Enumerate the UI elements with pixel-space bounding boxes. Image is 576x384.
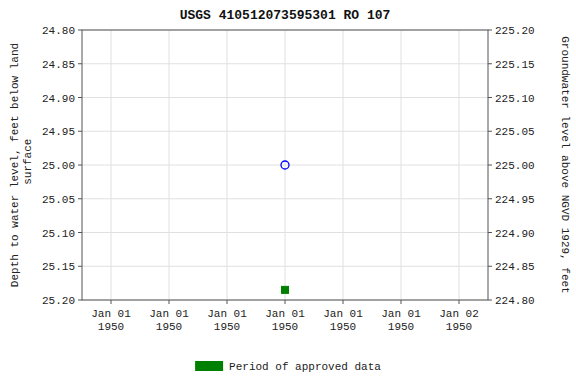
- tick-mark: [78, 198, 82, 199]
- legend: Period of approved data: [195, 361, 381, 373]
- y-axis: 24.80 24.85 24.90 24.95 25.00 25.05 25.10 25.15…: [42, 25, 82, 307]
- tick-mark: [459, 300, 460, 304]
- tick-label: Jan 011950: [381, 308, 421, 333]
- grid-line: [285, 30, 286, 300]
- tick-mark: [488, 165, 492, 166]
- text-line: Jan 01: [323, 308, 363, 320]
- text-line: 1950: [446, 321, 472, 333]
- tick-mark: [227, 300, 228, 304]
- tick-mark: [78, 30, 82, 31]
- point: [281, 161, 289, 169]
- tick-label: Jan 011950: [323, 308, 363, 333]
- tick-mark: [78, 131, 82, 132]
- tick-mark: [488, 131, 492, 132]
- tick-label: 25.05: [42, 194, 75, 206]
- tick-mark: [401, 300, 402, 304]
- tick-mark: [169, 300, 170, 304]
- tick-mark: [78, 232, 82, 233]
- background: [0, 0, 576, 384]
- tick-mark: [343, 300, 344, 304]
- text-line: 1950: [330, 321, 356, 333]
- tick-mark: [488, 232, 492, 233]
- text-line: 1950: [388, 321, 414, 333]
- tick-label: Jan 011950: [265, 308, 305, 333]
- tick-mark: [488, 198, 492, 199]
- grid: [82, 30, 488, 300]
- tick-label: Jan 011950: [91, 308, 131, 333]
- text-line: surface: [22, 139, 34, 192]
- y2-axis: 225.20 225.15 225.10 225.05 225.00 224.95 224.…: [488, 25, 535, 307]
- text-line: Jan 01: [265, 308, 305, 320]
- y-axis-label: Depth to water level, feet below land su…: [9, 43, 34, 287]
- tick-label: 225.00: [495, 160, 535, 172]
- tick-label: 224.90: [495, 228, 535, 240]
- text-line: Jan 02: [439, 308, 479, 320]
- text-line: Groundwater level above NGVD 1929, feet: [559, 36, 571, 293]
- text-line: Depth to water level, feet below land: [9, 43, 21, 287]
- tick-label: 224.85: [495, 261, 535, 273]
- grid-line: [111, 30, 112, 300]
- grid-line: [343, 30, 344, 300]
- tick-label: Jan 021950: [439, 308, 479, 333]
- chart: 24.80 24.85 24.90 24.95 25.00 25.05 25.10 25.15…: [0, 0, 576, 384]
- x-axis: Jan 011950Jan 011950Jan 011950Jan 011950…: [91, 300, 479, 333]
- grid-line: [227, 30, 228, 300]
- tick-label: 224.95: [495, 194, 535, 206]
- legend-label: Period of approved data: [229, 361, 381, 373]
- text-line: 1950: [156, 321, 182, 333]
- tick-mark: [285, 300, 286, 304]
- tick-label: 225.10: [495, 93, 535, 105]
- tick-mark: [488, 30, 492, 31]
- tick-mark: [78, 97, 82, 98]
- tick-label: 24.80: [42, 25, 75, 37]
- tick-label: 24.90: [42, 93, 75, 105]
- text-line: Jan 01: [91, 308, 131, 320]
- grid-line: [401, 30, 402, 300]
- tick-mark: [488, 63, 492, 64]
- grid-line: [169, 30, 170, 300]
- tick-mark: [78, 266, 82, 267]
- text-line: Jan 01: [207, 308, 247, 320]
- legend-swatch: [195, 361, 223, 371]
- text-line: 1950: [272, 321, 298, 333]
- tick-label: 25.10: [42, 228, 75, 240]
- tick-mark: [488, 300, 492, 301]
- tick-label: 224.80: [495, 295, 535, 307]
- tick-mark: [488, 97, 492, 98]
- plot-frame: [82, 30, 488, 300]
- grid-line: [459, 30, 460, 300]
- tick-label: Jan 011950: [207, 308, 247, 333]
- tick-label: 25.20: [42, 295, 75, 307]
- y2-axis-label: Groundwater level above NGVD 1929, feet: [559, 36, 571, 293]
- data-marks: [281, 161, 289, 293]
- tick-mark: [488, 266, 492, 267]
- point: [282, 286, 289, 293]
- tick-label: 25.00: [42, 160, 75, 172]
- title: USGS 410512073595301 RO 107: [180, 8, 391, 23]
- tick-label: 225.20: [495, 25, 535, 37]
- text-line: Jan 01: [149, 308, 189, 320]
- tick-label: 225.15: [495, 59, 535, 71]
- tick-mark: [78, 300, 82, 301]
- text-line: 1950: [98, 321, 124, 333]
- tick-mark: [111, 300, 112, 304]
- text-line: 1950: [214, 321, 240, 333]
- tick-mark: [78, 63, 82, 64]
- text-line: Jan 01: [381, 308, 421, 320]
- tick-label: 24.85: [42, 59, 75, 71]
- tick-label: 25.15: [42, 261, 75, 273]
- tick-label: 24.95: [42, 126, 75, 138]
- tick-label: Jan 011950: [149, 308, 189, 333]
- tick-mark: [78, 165, 82, 166]
- tick-label: 225.05: [495, 126, 535, 138]
